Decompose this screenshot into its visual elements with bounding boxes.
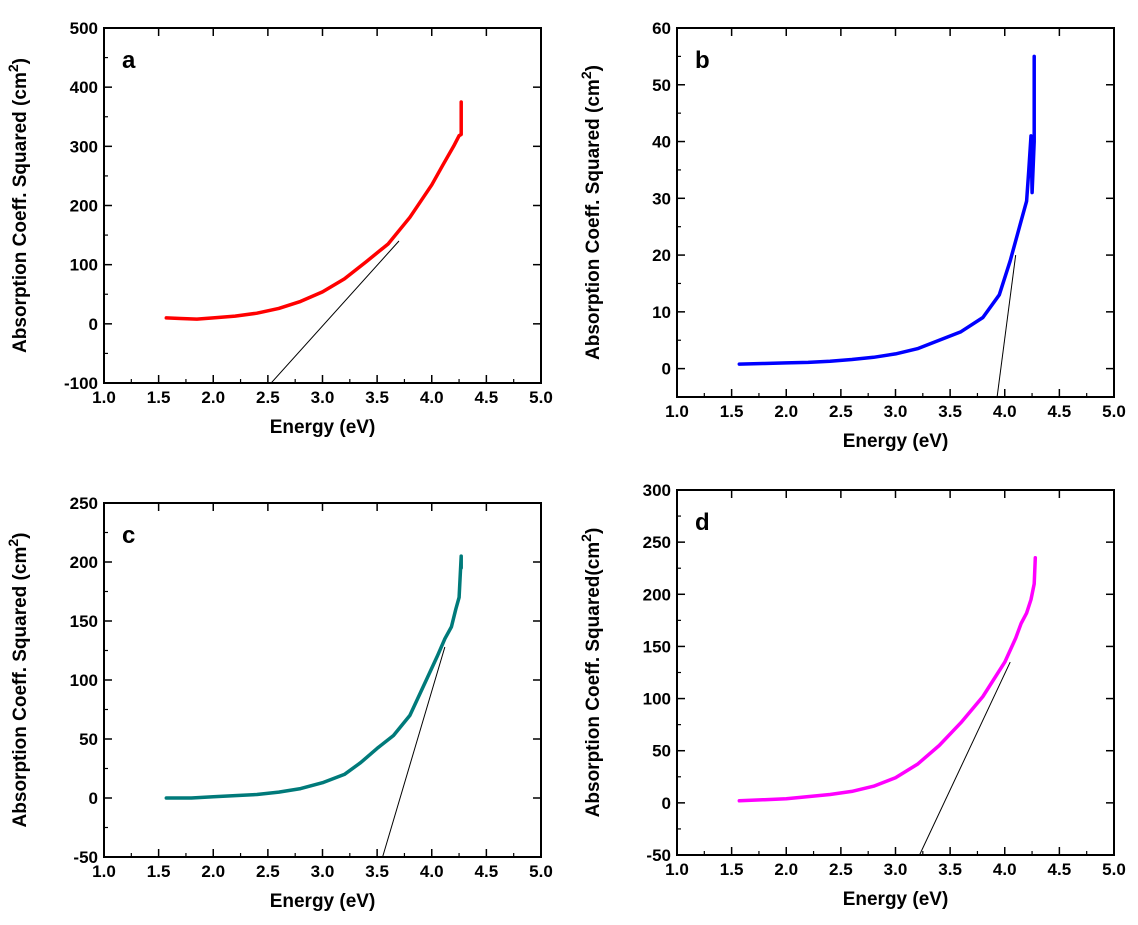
linear-fit-line-b xyxy=(996,255,1017,397)
x-tick-label-b: 3.0 xyxy=(884,402,908,421)
y-tick-label-c: 50 xyxy=(79,730,98,749)
y-tick-label-d: 200 xyxy=(643,585,671,604)
x-tick-label-a: 4.5 xyxy=(475,388,499,407)
y-tick-label-d: 50 xyxy=(652,742,671,761)
panel-label-a: a xyxy=(122,47,136,74)
y-tick-label-a: -100 xyxy=(64,374,98,393)
x-tick-label-b: 3.5 xyxy=(938,402,962,421)
x-tick-label-a: 2.5 xyxy=(256,388,280,407)
x-tick-label-c: 1.5 xyxy=(147,862,171,881)
plot-frame-a xyxy=(103,27,542,384)
x-tick-label-d: 1.0 xyxy=(665,860,689,879)
x-tick-label-a: 3.0 xyxy=(311,388,335,407)
x-tick-label-c: 4.0 xyxy=(420,862,444,881)
x-tick-label-a: 3.5 xyxy=(365,388,389,407)
chart-panel-b: 1.0 1.5 2.0 2.5 3.0 3.5 4.0 4.5 5.0 0 10 20 30 40 50 60… xyxy=(578,19,1126,452)
x-tick-label-b: 4.5 xyxy=(1048,402,1072,421)
x-tick-label-a: 4.0 xyxy=(420,388,444,407)
x-tick-label-b: 5.0 xyxy=(1102,402,1126,421)
chart-panel-c: 1.0 1.5 2.0 2.5 3.0 3.5 4.0 4.5 5.0 -50 0 50 100 150 2… xyxy=(5,494,553,912)
y-tick-label-a: 200 xyxy=(70,197,98,216)
x-tick-label-c: 2.0 xyxy=(201,862,225,881)
data-series-b xyxy=(737,54,1036,366)
panel-label-b: b xyxy=(695,47,710,74)
y-tick-label-b: 0 xyxy=(662,360,671,379)
x-tick-label-c: 3.5 xyxy=(365,862,389,881)
chart-panel-a: 1.0 1.5 2.0 2.5 3.0 3.5 4.0 4.5 5.0 -100 0 100 200 30… xyxy=(5,19,553,438)
plot-frame-c xyxy=(103,502,542,858)
y-tick-label-a: 300 xyxy=(70,137,98,156)
y-tick-label-d: 0 xyxy=(662,794,671,813)
data-series-c xyxy=(164,554,463,800)
linear-fit-line-d xyxy=(919,661,1011,855)
linear-fit-line-a xyxy=(270,240,400,383)
y-tick-label-c: 0 xyxy=(89,789,98,808)
x-tick-label-c: 5.0 xyxy=(529,862,553,881)
chart-panel-d: 1.0 1.5 2.0 2.5 3.0 3.5 4.0 4.5 5.0 -50 0 50 100 150 2… xyxy=(578,481,1126,910)
x-tick-label-d: 1.5 xyxy=(720,860,744,879)
y-tick-label-b: 20 xyxy=(652,246,671,265)
y-tick-label-a: 0 xyxy=(89,315,98,334)
x-tick-label-c: 1.0 xyxy=(92,862,116,881)
y-tick-label-d: 150 xyxy=(643,637,671,656)
y-axis-title-a: Absorption Coeff. Squared (cm2) xyxy=(5,58,31,353)
x-tick-label-d: 2.5 xyxy=(829,860,853,879)
x-tick-label-d: 5.0 xyxy=(1102,860,1126,879)
linear-fit-line-c xyxy=(382,646,446,857)
y-tick-label-c: 150 xyxy=(70,612,98,631)
data-series-a xyxy=(164,100,463,321)
y-tick-label-b: 40 xyxy=(652,133,671,152)
x-tick-label-a: 2.0 xyxy=(201,388,225,407)
y-tick-label-d: 100 xyxy=(643,690,671,709)
y-axis-title-b: Absorption Coeff. Squared (cm2) xyxy=(578,65,604,360)
x-axis-title-a: Energy (eV) xyxy=(270,417,376,438)
data-series-d xyxy=(737,556,1038,803)
y-tick-label-c: 200 xyxy=(70,553,98,572)
x-axis-title-b: Energy (eV) xyxy=(843,431,949,452)
x-tick-label-b: 1.0 xyxy=(665,402,689,421)
y-axis-title-c: Absorption Coeff. Squared (cm2) xyxy=(5,533,31,828)
x-tick-label-d: 3.5 xyxy=(938,860,962,879)
x-tick-label-b: 1.5 xyxy=(720,402,744,421)
y-axis-title-d: Absorption Coeff. Squared(cm2) xyxy=(578,528,604,818)
y-tick-label-a: 400 xyxy=(70,78,98,97)
y-tick-label-d: -50 xyxy=(646,846,671,865)
x-tick-label-d: 3.0 xyxy=(884,860,908,879)
y-tick-label-b: 30 xyxy=(652,189,671,208)
x-tick-label-b: 4.0 xyxy=(993,402,1017,421)
y-tick-label-d: 250 xyxy=(643,533,671,552)
y-tick-label-a: 100 xyxy=(70,256,98,275)
y-tick-label-c: 100 xyxy=(70,671,98,690)
y-tick-label-a: 500 xyxy=(70,19,98,38)
y-tick-label-b: 50 xyxy=(652,76,671,95)
plot-frame-b xyxy=(676,27,1115,398)
y-tick-label-c: -50 xyxy=(73,848,98,867)
x-axis-title-c: Energy (eV) xyxy=(270,891,376,912)
x-tick-label-b: 2.5 xyxy=(829,402,853,421)
y-tick-label-d: 300 xyxy=(643,481,671,500)
y-tick-label-b: 60 xyxy=(652,19,671,38)
panel-label-c: c xyxy=(122,522,135,549)
y-tick-label-b: 10 xyxy=(652,303,671,322)
x-tick-label-a: 1.5 xyxy=(147,388,171,407)
x-tick-label-a: 1.0 xyxy=(92,388,116,407)
x-tick-label-c: 2.5 xyxy=(256,862,280,881)
x-tick-label-c: 3.0 xyxy=(311,862,335,881)
x-tick-label-d: 4.5 xyxy=(1048,860,1072,879)
panel-label-d: d xyxy=(695,509,710,536)
x-tick-label-b: 2.0 xyxy=(774,402,798,421)
x-tick-label-a: 5.0 xyxy=(529,388,553,407)
y-tick-label-c: 250 xyxy=(70,494,98,513)
x-tick-label-d: 4.0 xyxy=(993,860,1017,879)
x-tick-label-c: 4.5 xyxy=(475,862,499,881)
x-tick-label-d: 2.0 xyxy=(774,860,798,879)
x-axis-title-d: Energy (eV) xyxy=(843,889,949,910)
